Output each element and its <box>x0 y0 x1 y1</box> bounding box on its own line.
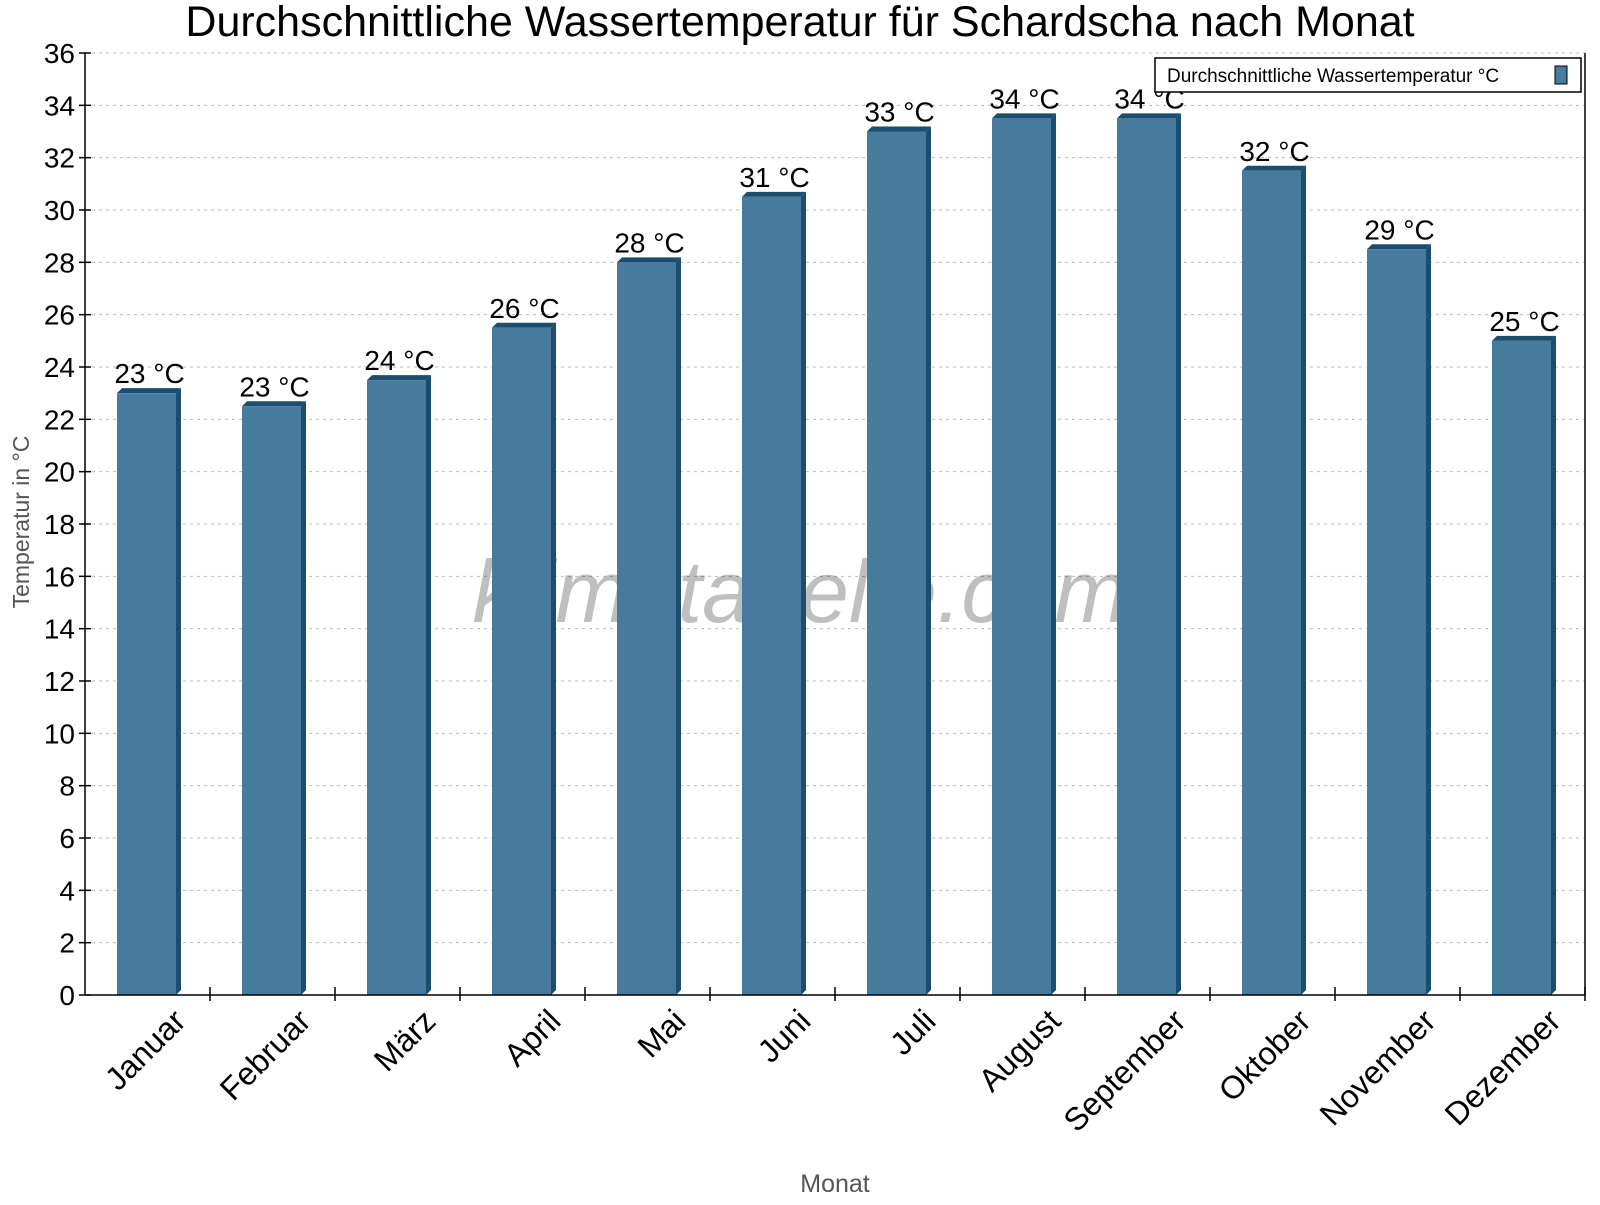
legend: Durchschnittliche Wassertemperatur °C <box>1154 57 1582 93</box>
x-tick-label: Januar <box>98 1002 193 1097</box>
bar-top <box>1492 335 1556 341</box>
legend-box <box>1154 57 1582 93</box>
x-tick-label: August <box>972 1002 1068 1098</box>
bar <box>1242 170 1301 995</box>
y-tick-label: 16 <box>44 561 75 592</box>
bar <box>1367 249 1426 995</box>
data-label: 24 °C <box>364 345 434 376</box>
x-tick-label: März <box>367 1002 443 1078</box>
bar-side <box>1301 165 1306 995</box>
y-tick-label: 26 <box>44 300 75 331</box>
x-tick-label: Mai <box>631 1002 693 1064</box>
bar-side <box>301 401 306 995</box>
data-label: 33 °C <box>864 97 934 128</box>
data-label: 23 °C <box>239 371 309 402</box>
bar-top <box>117 388 181 394</box>
bar <box>617 262 676 995</box>
y-tick-label: 0 <box>59 980 75 1011</box>
bar <box>367 380 426 995</box>
data-label: 23 °C <box>114 358 184 389</box>
data-label: 25 °C <box>1489 306 1559 337</box>
x-tick-label: Juni <box>750 1002 817 1069</box>
y-tick-label: 2 <box>59 928 75 959</box>
bar-side <box>1176 113 1181 995</box>
bar-side <box>676 257 681 995</box>
bar <box>492 327 551 995</box>
y-tick-label: 18 <box>44 509 75 540</box>
x-tick-label: Februar <box>213 1002 318 1107</box>
legend-swatch <box>1554 65 1568 85</box>
y-tick-label: 8 <box>59 771 75 802</box>
x-axis-label: Monat <box>800 1170 870 1198</box>
data-label: 31 °C <box>739 162 809 193</box>
data-label: 28 °C <box>614 227 684 258</box>
x-tick-label: Juli <box>883 1002 942 1061</box>
y-tick-label: 24 <box>44 352 75 383</box>
bar <box>117 393 176 996</box>
y-tick-label: 6 <box>59 823 75 854</box>
bars: 23 °C 23 °C 24 °C 26 °C 28 °C 31 °C 33 °C 34 °C… <box>114 83 1560 996</box>
bar-side <box>1051 113 1056 995</box>
bar-top <box>1117 113 1181 119</box>
y-tick-label: 34 <box>44 90 75 121</box>
x-tick-label: April <box>497 1002 568 1073</box>
bar-side <box>801 191 806 995</box>
bar-top <box>617 257 681 263</box>
y-tick-label: 36 <box>44 38 75 69</box>
data-label: 34 °C <box>989 83 1059 114</box>
bar-side <box>926 126 931 995</box>
y-tick-label: 22 <box>44 404 75 435</box>
data-label: 26 °C <box>489 293 559 324</box>
bar-side <box>551 322 556 995</box>
bar <box>742 196 801 995</box>
bar-top <box>867 126 931 132</box>
y-tick-label: 30 <box>44 195 75 226</box>
y-axis-label: Temperatur in °C <box>8 436 34 609</box>
x-tick-label: Oktober <box>1212 1002 1318 1108</box>
x-tick-label: September <box>1056 1002 1192 1138</box>
y-tick-label: 4 <box>59 875 75 906</box>
y-tick-label: 28 <box>44 247 75 278</box>
bar <box>992 118 1051 995</box>
y-tick-label: 20 <box>44 457 75 488</box>
grid <box>85 52 1585 944</box>
bar <box>242 406 301 995</box>
bar-side <box>1551 335 1556 995</box>
y-tick-label: 12 <box>44 666 75 697</box>
bar-top <box>242 401 306 407</box>
bar-side <box>1426 244 1431 995</box>
y-tick-label: 32 <box>44 143 75 174</box>
bar-side <box>426 375 431 995</box>
x-tick-label: Dezember <box>1438 1002 1568 1132</box>
bar-top <box>367 375 431 381</box>
legend-label: Durchschnittliche Wassertemperatur °C <box>1167 66 1499 87</box>
chart-title: Durchschnittliche Wassertemperatur für S… <box>185 0 1414 46</box>
data-label: 29 °C <box>1364 214 1434 245</box>
bar <box>1117 118 1176 995</box>
data-label: 32 °C <box>1239 136 1309 167</box>
y-tick-label: 14 <box>44 614 75 645</box>
bar-top <box>742 191 806 197</box>
y-tick-label: 10 <box>44 718 75 749</box>
bar-side <box>176 388 181 996</box>
x-tick-label: November <box>1313 1002 1443 1132</box>
bar-top <box>1242 165 1306 171</box>
bar <box>1492 340 1551 995</box>
bar <box>867 131 926 995</box>
bar-top <box>992 113 1056 119</box>
bar-top <box>1367 244 1431 250</box>
bar-top <box>492 322 556 328</box>
